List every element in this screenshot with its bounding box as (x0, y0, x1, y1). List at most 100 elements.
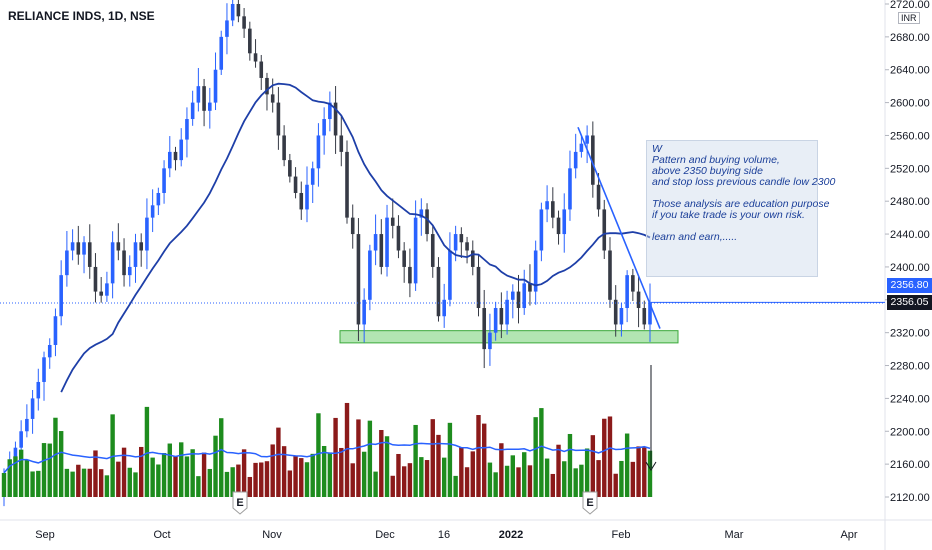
candle-body (413, 217, 418, 284)
candle-body (470, 250, 475, 267)
last-price-tag: 2356.05 (887, 295, 932, 310)
candle-body (448, 250, 452, 300)
volume-bar (81, 468, 87, 497)
candle-body (150, 205, 155, 218)
volume-bar (624, 433, 630, 497)
volume-bar (636, 446, 641, 497)
volume-bar (373, 471, 378, 497)
volume-bar (327, 452, 333, 497)
volume-bar (476, 415, 481, 497)
candle-body (488, 332, 492, 350)
volume-bar (213, 435, 218, 497)
volume-bar (321, 445, 327, 497)
volume-bar (41, 443, 47, 497)
time-tick-label: Feb (612, 529, 631, 541)
volume-bar (276, 427, 281, 497)
volume-bar (470, 451, 475, 497)
price-tick-label: 2600.00 (890, 98, 930, 110)
candle-body (36, 381, 41, 399)
candle-body (122, 250, 126, 276)
candle-body (305, 184, 309, 210)
volume-bar (121, 447, 127, 497)
volume-bar (104, 475, 110, 497)
candle-body (573, 151, 578, 169)
analysis-note[interactable]: W Pattern and buying volume, above 2350 bu… (646, 140, 836, 277)
volume-bar (190, 449, 195, 497)
candle-body (642, 308, 647, 325)
candle-body (493, 308, 498, 333)
price-tick-label: 2280.00 (890, 361, 930, 373)
volume-bar (304, 462, 310, 497)
candle-body (373, 234, 378, 251)
candle-body (299, 192, 304, 210)
volume-bar (361, 451, 367, 497)
volume-bar (270, 444, 275, 497)
candle-body (133, 242, 138, 267)
candle-body (53, 316, 58, 345)
candle-body (322, 119, 326, 136)
candle-body (127, 266, 132, 276)
candle-body (99, 291, 103, 296)
volume-bar (144, 406, 150, 497)
candle-body (202, 86, 206, 111)
candle-body (528, 283, 532, 292)
candle-body (390, 217, 395, 226)
volume-bar (161, 452, 167, 497)
volume-bar (87, 468, 92, 497)
volume-bar (76, 464, 81, 497)
candle-body (596, 184, 601, 210)
volume-bar (459, 447, 464, 497)
candle-body (253, 53, 258, 62)
volume-bar (510, 455, 515, 497)
volume-bar (264, 461, 270, 497)
volume-bar (396, 453, 401, 497)
volume-bar (464, 467, 470, 497)
volume-bar (567, 433, 573, 497)
symbol-title: RELIANCE INDS, 1D, NSE (8, 9, 155, 23)
candle-body (522, 283, 527, 309)
volume-bar (173, 456, 178, 497)
volume-bar (133, 472, 138, 497)
candle-body (430, 234, 435, 267)
volume-bar (447, 422, 453, 497)
volume-bar (30, 471, 35, 497)
volume-bar (453, 475, 458, 497)
volume-bar (436, 434, 441, 497)
volume-bar (504, 465, 510, 497)
candle-body (602, 209, 607, 251)
volume-bar (573, 468, 578, 497)
price-tick-label: 2680.00 (890, 32, 930, 44)
volume-bar (18, 449, 24, 497)
candle-body (608, 250, 612, 300)
candle-body (196, 86, 201, 103)
candle-body (465, 242, 469, 251)
volume-bar (584, 448, 590, 497)
candle-body (25, 418, 29, 432)
volume-bar (550, 473, 556, 497)
candle-body (442, 299, 446, 317)
time-tick-label: Mar (725, 529, 744, 541)
candle-body (333, 102, 338, 136)
volume-bar (150, 457, 155, 497)
volume-bar (407, 463, 413, 497)
volume-bar (441, 457, 447, 497)
currency-badge[interactable]: INR (898, 12, 920, 24)
candle-body (453, 234, 458, 251)
volume-bar (579, 464, 584, 497)
time-tick-label: Dec (375, 529, 395, 541)
candle-body (219, 36, 224, 70)
note-line: and stop loss previous candle low 2300 (652, 176, 836, 188)
candle-body (156, 192, 161, 206)
candle-body (225, 20, 229, 37)
candle-body (59, 275, 63, 317)
note-line: learn and earn,..... (652, 231, 738, 243)
price-tick-label: 2400.00 (890, 262, 930, 274)
volume-bar (390, 475, 395, 497)
candle-body (179, 139, 184, 161)
candle-body (70, 242, 75, 251)
volume-bar (247, 476, 253, 497)
note-line: if you take trade is your own risk. (652, 209, 805, 221)
volume-bar (413, 424, 418, 497)
